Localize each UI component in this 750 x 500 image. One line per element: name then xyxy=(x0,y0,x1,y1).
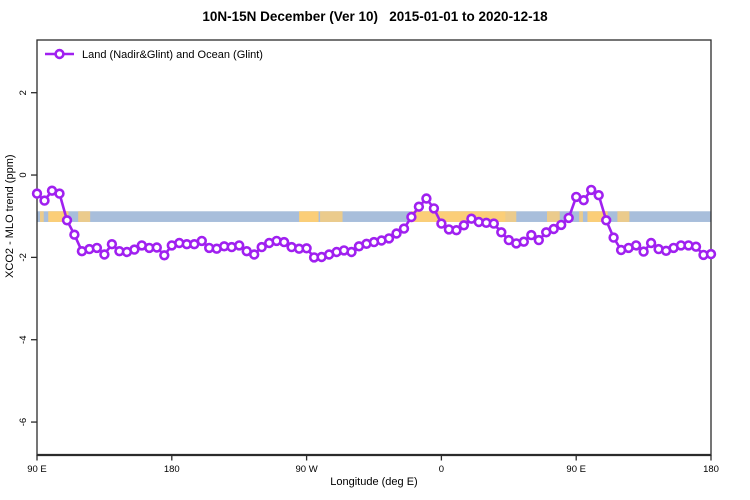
data-point-marker xyxy=(548,223,559,235)
data-point-marker xyxy=(421,193,432,204)
data-point-marker xyxy=(533,234,544,246)
data-point-marker xyxy=(249,249,260,260)
data-point-marker xyxy=(54,188,65,199)
land-patches xyxy=(39,211,630,222)
data-point-marker xyxy=(600,215,612,226)
data-point-marker xyxy=(436,218,447,229)
data-point-marker xyxy=(555,219,567,231)
data-point-marker xyxy=(608,232,619,243)
data-point-marker xyxy=(406,211,417,223)
data-point-marker xyxy=(91,242,103,254)
data-point-marker xyxy=(585,184,597,196)
data-point-marker xyxy=(578,195,589,206)
data-point-marker xyxy=(428,203,440,214)
x-tick-label: 180 xyxy=(164,464,180,475)
data-point-marker xyxy=(518,236,529,247)
data-series-markers xyxy=(31,184,717,263)
land-patch xyxy=(411,211,506,222)
x-tick-label: 90 E xyxy=(27,464,47,475)
y-tick-label: 2 xyxy=(18,90,29,95)
land-patch xyxy=(505,211,517,222)
land-patch xyxy=(48,211,69,222)
land-patch xyxy=(587,211,608,222)
y-tick-label: 0 xyxy=(18,172,29,177)
data-point-marker xyxy=(563,212,574,224)
data-point-marker xyxy=(234,240,245,251)
x-axis-label: Longitude (deg E) xyxy=(330,476,417,488)
land-patch xyxy=(546,211,560,222)
data-point-marker xyxy=(151,242,163,253)
land-patch xyxy=(39,211,44,222)
chart-title: 10N-15N December (Ver 10) 2015-01-01 to … xyxy=(202,9,548,24)
axis-labels: Longitude (deg E) XCO2 - MLO trend (ppm) xyxy=(4,154,418,488)
data-point-marker xyxy=(129,244,140,255)
y-tick-label: -2 xyxy=(18,253,29,261)
x-tick-label: 90 E xyxy=(566,464,586,475)
land-patch xyxy=(617,211,630,222)
data-point-marker xyxy=(106,239,118,250)
y-axis: 2 0 -2 -4 -6 xyxy=(18,90,37,426)
legend-marker-icon xyxy=(54,48,65,60)
x-tick-label: 0 xyxy=(439,464,444,475)
data-point-marker xyxy=(451,225,462,236)
y-tick-label: -4 xyxy=(18,335,29,343)
data-point-marker xyxy=(346,246,357,258)
data-point-marker xyxy=(630,240,642,251)
land-patch xyxy=(78,211,91,222)
x-axis: 90 E 180 90 W 0 90 E 180 xyxy=(27,455,719,475)
data-series xyxy=(31,184,717,263)
land-patch xyxy=(579,211,583,222)
legend-label: Land (Nadir&Glint) and Ocean (Glint) xyxy=(82,49,263,61)
data-point-marker xyxy=(593,190,604,201)
y-axis-label: XCO2 - MLO trend (ppm) xyxy=(4,154,16,277)
x-tick-label: 180 xyxy=(703,464,719,475)
data-point-marker xyxy=(488,218,499,229)
x-tick-label: 90 W xyxy=(296,464,318,475)
data-point-marker xyxy=(196,235,208,247)
data-point-marker xyxy=(645,237,657,249)
data-point-marker xyxy=(458,220,470,231)
data-point-marker xyxy=(383,233,395,244)
data-point-marker xyxy=(690,241,702,252)
data-point-marker xyxy=(278,236,290,248)
plot-frame xyxy=(36,39,712,457)
legend: Land (Nadir&Glint) and Ocean (Glint) xyxy=(45,48,263,61)
data-point-marker xyxy=(413,201,425,212)
data-point-marker xyxy=(705,248,717,260)
data-point-marker xyxy=(526,229,537,241)
data-point-marker xyxy=(391,228,402,239)
data-point-marker xyxy=(398,223,410,234)
data-point-marker xyxy=(61,215,73,226)
data-point-marker xyxy=(31,188,43,199)
data-point-marker xyxy=(39,195,50,206)
data-point-marker xyxy=(496,227,507,238)
data-point-marker xyxy=(159,250,170,261)
data-point-marker xyxy=(256,241,267,253)
data-point-marker xyxy=(638,246,649,257)
land-patch xyxy=(299,211,319,222)
land-patch xyxy=(320,211,343,222)
data-point-marker xyxy=(301,243,312,254)
ocean-band-rect xyxy=(37,211,711,222)
data-point-marker xyxy=(99,249,110,260)
data-point-marker xyxy=(69,229,80,240)
y-tick-label: -6 xyxy=(18,418,29,426)
ocean-band xyxy=(37,211,711,222)
